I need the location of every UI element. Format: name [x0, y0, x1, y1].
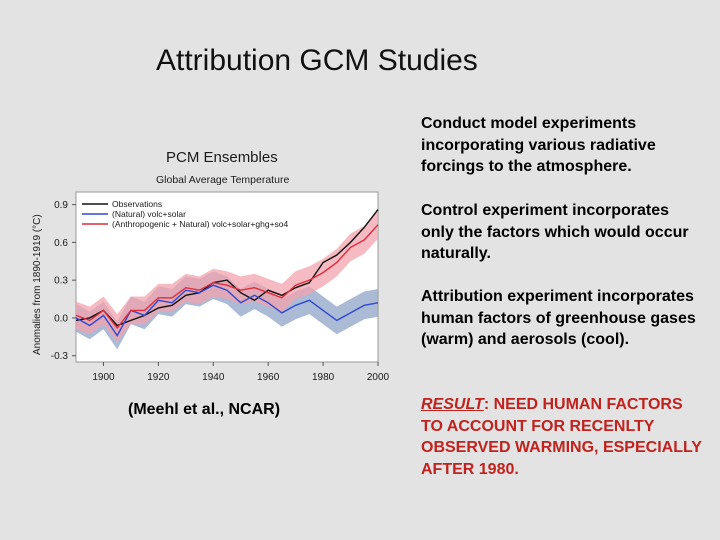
- result-lead: RESULT: [421, 396, 484, 413]
- legend-entry: (Anthropogenic + Natural) volc+solar+ghg…: [112, 219, 289, 229]
- x-tick-label: 1960: [257, 372, 280, 383]
- chart-legend: Observations(Natural) volc+solar(Anthrop…: [82, 199, 289, 229]
- figure-credit: (Meehl et al., NCAR): [128, 401, 281, 418]
- observations-line: [75, 209, 379, 327]
- y-tick-label: 0.0: [54, 313, 68, 324]
- x-tick-label: 1980: [312, 372, 335, 383]
- bullet-control-experiment: Control experiment incorporates only the…: [421, 202, 689, 262]
- x-tick-label: 2000: [367, 372, 390, 383]
- y-tick-label: 0.3: [54, 276, 68, 287]
- axis-ticks: 1900 1920 1940 1960 1980 2000 -0.3 0.0 0.3 0.6 0.9: [51, 200, 390, 383]
- series-lines: [75, 209, 379, 337]
- chart-subtitle: Global Average Temperature: [156, 174, 289, 186]
- bullet-model-experiments: Conduct model experiments incorporating …: [421, 115, 656, 175]
- bullet-attribution-experiment: Attribution experiment incorporates huma…: [421, 288, 696, 348]
- y-tick-label: -0.3: [51, 351, 69, 362]
- legend-entry: Observations: [112, 199, 162, 209]
- chart-ylabel: Anomalies from 1890-1919 (°C): [32, 214, 43, 355]
- chart-svg: PCM Ensembles Global Average Temperature…: [32, 149, 390, 383]
- x-tick-label: 1900: [92, 372, 115, 383]
- x-tick-label: 1940: [202, 372, 225, 383]
- y-tick-label: 0.9: [54, 200, 68, 211]
- y-tick-label: 0.6: [54, 238, 68, 249]
- pcm-ensembles-chart: PCM Ensembles Global Average Temperature…: [28, 140, 398, 390]
- legend-entry: (Natural) volc+solar: [112, 209, 186, 219]
- result-text: RESULT: NEED HUMAN FACTORS TO ACCOUNT FO…: [421, 394, 706, 480]
- result-body: : NEED HUMAN FACTORS TO ACCOUNT FOR RECE…: [421, 396, 702, 478]
- x-tick-label: 1920: [147, 372, 170, 383]
- anthro-natural-line: [75, 224, 379, 330]
- slide-title: Attribution GCM Studies: [156, 44, 478, 77]
- ensemble-bands: [76, 210, 378, 350]
- natural-line: [75, 284, 379, 337]
- anthro-ensemble-band: [76, 210, 378, 342]
- chart-title: PCM Ensembles: [166, 149, 278, 166]
